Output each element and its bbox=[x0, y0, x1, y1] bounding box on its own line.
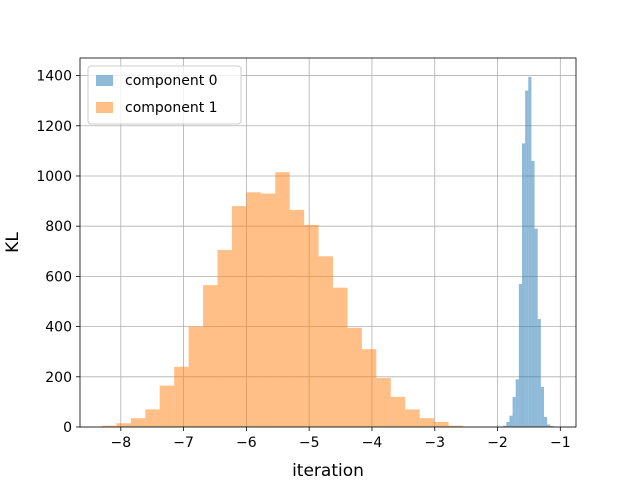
histogram-bar-component-0 bbox=[515, 379, 519, 427]
histogram-bar-component-1 bbox=[145, 409, 160, 427]
x-tick-label: −5 bbox=[299, 435, 320, 451]
histogram-bar-component-1 bbox=[231, 206, 247, 427]
y-tick-label: 400 bbox=[45, 320, 72, 336]
y-tick-label: 1400 bbox=[36, 69, 72, 85]
histogram-bar-component-1 bbox=[318, 256, 334, 427]
plot-frame bbox=[79, 57, 577, 428]
histogram-bar-component-0 bbox=[522, 143, 526, 428]
legend-label-component-0: component 0 bbox=[125, 73, 218, 89]
histogram-bar-component-0 bbox=[543, 416, 548, 427]
histogram-bar-component-1 bbox=[188, 326, 204, 427]
histogram-bar-component-0 bbox=[509, 415, 513, 427]
histogram-bar-component-1 bbox=[275, 172, 290, 427]
histogram-bar-component-1 bbox=[246, 192, 261, 427]
x-tick-label: −1 bbox=[550, 435, 571, 451]
y-tick-label: 1200 bbox=[36, 119, 72, 135]
histogram-bar-component-1 bbox=[289, 209, 305, 427]
histogram-bar-component-1 bbox=[448, 425, 463, 427]
histogram-bar-component-1 bbox=[116, 423, 131, 427]
histogram-bar-component-1 bbox=[203, 285, 218, 427]
histogram-bar-component-1 bbox=[405, 409, 420, 427]
histogram-bar-component-1 bbox=[434, 421, 449, 427]
legend: component 0 component 1 bbox=[87, 65, 242, 125]
histogram-bar-component-1 bbox=[376, 378, 391, 427]
histogram-bar-component-1 bbox=[333, 287, 348, 427]
histogram-bar-component-0 bbox=[518, 283, 523, 427]
histogram-bar-component-0 bbox=[512, 396, 516, 427]
histogram-bar-component-0 bbox=[531, 160, 535, 427]
x-tick-label: −2 bbox=[487, 435, 508, 451]
histogram-bar-component-1 bbox=[217, 250, 232, 427]
histogram-bar-component-1 bbox=[174, 366, 189, 427]
legend-box bbox=[87, 65, 242, 125]
histogram-bar-component-0 bbox=[528, 76, 532, 427]
histogram-bar-component-1 bbox=[419, 418, 435, 427]
histogram-bar-component-1 bbox=[159, 385, 175, 427]
histogram-bar-component-0 bbox=[537, 319, 541, 427]
y-tick-label: 600 bbox=[45, 269, 72, 285]
y-tick-label: 0 bbox=[63, 420, 72, 436]
histogram-bars bbox=[101, 76, 554, 428]
histogram-bar-component-1 bbox=[304, 224, 319, 427]
histogram-bar-component-1 bbox=[130, 418, 146, 427]
histogram-bar-component-1 bbox=[390, 396, 406, 427]
x-tick-label: −7 bbox=[173, 435, 194, 451]
histogram-bar-component-1 bbox=[361, 349, 377, 427]
y-axis-ticks: 0 200 400 600 800 1000 1200 1400 bbox=[36, 69, 80, 436]
histogram-bar-component-0 bbox=[503, 425, 507, 427]
histogram-bar-component-0 bbox=[540, 386, 544, 427]
histogram-bar-component-0 bbox=[525, 90, 529, 427]
histogram-bar-component-0 bbox=[547, 424, 551, 427]
histogram-bar-component-1 bbox=[347, 327, 362, 427]
histogram-bar-component-1 bbox=[260, 193, 276, 427]
x-axis-label: iteration bbox=[292, 461, 364, 480]
x-tick-label: −4 bbox=[362, 435, 383, 451]
histogram-bar-component-1 bbox=[101, 425, 117, 427]
legend-swatch-component-1 bbox=[96, 102, 113, 113]
x-tick-label: −6 bbox=[236, 435, 257, 451]
y-tick-label: 800 bbox=[45, 219, 72, 235]
histogram-bar-component-0 bbox=[506, 421, 510, 427]
histogram-bar-component-0 bbox=[534, 228, 538, 427]
legend-swatch-component-0 bbox=[96, 75, 113, 86]
x-tick-label: −3 bbox=[424, 435, 445, 451]
x-tick-label: −8 bbox=[110, 435, 131, 451]
y-tick-label: 1000 bbox=[36, 169, 72, 185]
y-axis-label: KL bbox=[3, 232, 23, 253]
x-axis-ticks: −8 −7 −6 −5 −4 −3 −2 −1 bbox=[110, 427, 571, 451]
y-tick-label: 200 bbox=[45, 370, 72, 386]
histogram-bar-component-0 bbox=[550, 425, 554, 427]
legend-label-component-1: component 1 bbox=[125, 100, 218, 116]
